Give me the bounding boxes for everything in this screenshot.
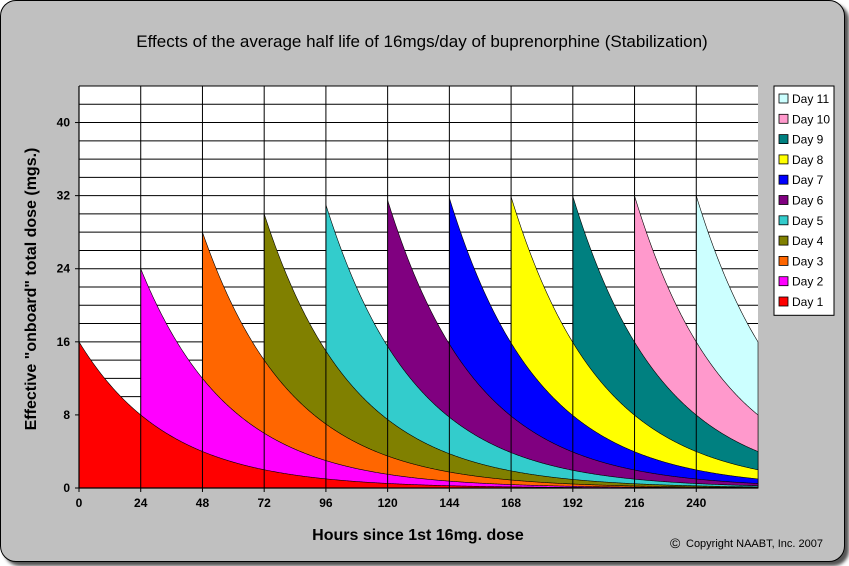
legend-entry: Day 10 <box>792 112 830 126</box>
legend-entry: Day 5 <box>792 214 824 228</box>
legend-swatch <box>778 93 789 104</box>
legend-entry: Day 3 <box>792 254 824 268</box>
x-tick-label: 192 <box>563 496 583 510</box>
legend-swatch <box>778 154 789 165</box>
dose-lines <box>140 86 697 488</box>
y-tick-label: 40 <box>57 116 71 130</box>
x-tick-label: 168 <box>501 496 521 510</box>
legend-swatch <box>778 215 789 226</box>
legend-entry: Day 11 <box>792 92 829 106</box>
x-tick-label: 96 <box>319 496 333 510</box>
x-tick-label: 240 <box>686 496 706 510</box>
x-tick-label: 216 <box>625 496 645 510</box>
x-tick-label: 144 <box>439 496 459 510</box>
area-day-5 <box>325 204 759 489</box>
axes <box>75 86 758 492</box>
legend-swatch <box>778 174 789 185</box>
legend-entry: Day 2 <box>792 275 824 289</box>
y-tick-label: 8 <box>63 408 70 422</box>
legend: Day 11 Day 10 Day 9 Day 8 Day 7 Day 6 Day 5 Day… <box>773 85 835 316</box>
legend-entry: Day 6 <box>792 194 824 208</box>
y-tick-labels: 0 8 16 24 32 40 <box>57 116 71 495</box>
legend-swatch <box>778 134 789 145</box>
legend-swatch <box>778 296 789 307</box>
copyright-icon: © <box>670 535 681 551</box>
x-tick-label: 24 <box>134 496 148 510</box>
x-tick-label: 72 <box>258 496 272 510</box>
legend-swatch <box>778 276 789 287</box>
x-tick-label: 48 <box>196 496 210 510</box>
legend-swatch <box>778 235 789 246</box>
x-tick-label: 120 <box>378 496 398 510</box>
y-tick-label: 16 <box>57 335 71 349</box>
legend-entry: Day 4 <box>792 234 824 248</box>
legend-entry: Day 7 <box>792 173 824 187</box>
y-tick-label: 24 <box>57 262 71 276</box>
legend-swatch <box>778 255 789 266</box>
legend-swatch <box>778 195 789 205</box>
x-tick-label: 0 <box>76 496 83 510</box>
area-day-7 <box>449 197 759 489</box>
legend-entry: Day 8 <box>792 153 824 167</box>
legend-swatch <box>778 113 789 124</box>
legend-entry: Day 9 <box>792 133 824 147</box>
copyright-text: Copyright NAABT, Inc. 2007 <box>686 538 823 550</box>
x-tick-labels: 0 24 48 72 96 120 144 168 192 216 240 <box>76 496 707 510</box>
y-axis-label: Effective "onboard" total dose (mgs.) <box>23 148 40 431</box>
y-tick-label: 0 <box>63 481 70 495</box>
y-tick-label: 32 <box>57 189 71 203</box>
x-axis-label: Hours since 1st 16mg. dose <box>312 527 524 544</box>
chart-title: Effects of the average half life of 16mg… <box>136 32 707 51</box>
copyright: © Copyright NAABT, Inc. 2007 <box>670 535 823 551</box>
legend-entry: Day 1 <box>792 295 824 309</box>
